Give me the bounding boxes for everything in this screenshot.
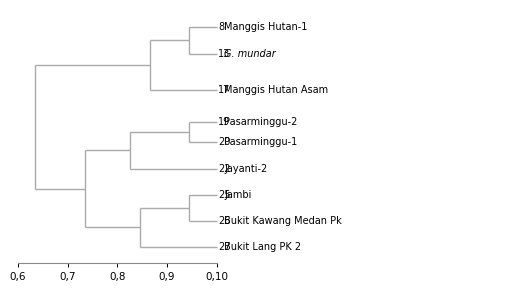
Text: G. mundar: G. mundar <box>224 49 276 59</box>
Text: Jambi: Jambi <box>224 190 252 200</box>
Text: 17: 17 <box>218 85 231 95</box>
Text: 20: 20 <box>218 137 231 147</box>
Text: 22: 22 <box>218 164 231 174</box>
Text: Pasarminggu-2: Pasarminggu-2 <box>224 117 298 127</box>
Text: Pasarminggu-1: Pasarminggu-1 <box>224 137 297 147</box>
Text: 13: 13 <box>218 49 231 59</box>
Text: Bukit Kawang Medan Pk: Bukit Kawang Medan Pk <box>224 216 342 226</box>
Text: 19: 19 <box>218 117 231 127</box>
Text: Manggis Hutan Asam: Manggis Hutan Asam <box>224 85 328 95</box>
Text: Bukit Lang PK 2: Bukit Lang PK 2 <box>224 242 301 252</box>
Text: Manggis Hutan-1: Manggis Hutan-1 <box>224 22 308 32</box>
Text: 27: 27 <box>218 242 231 252</box>
Text: 26: 26 <box>218 216 231 226</box>
Text: 25: 25 <box>218 190 231 200</box>
Text: 8: 8 <box>218 22 224 32</box>
Text: Jayanti-2: Jayanti-2 <box>224 164 267 174</box>
